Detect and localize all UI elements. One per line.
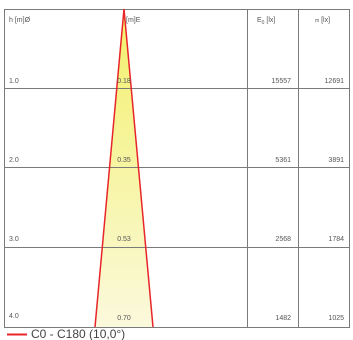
row-1-em: 12691 xyxy=(325,78,345,85)
legend-label: C0 - C180 (10,0°) xyxy=(31,327,125,340)
header-e0-label: E0 [lx] xyxy=(257,17,275,26)
row-4-height: 4.0 xyxy=(9,313,19,320)
row-1-diameter: 0.18 xyxy=(117,78,131,85)
row-3-em: 1784 xyxy=(328,236,344,243)
row-4-e0: 1482 xyxy=(275,315,291,322)
beam-edge-right xyxy=(123,8,154,328)
row-2-e0: 5361 xyxy=(275,157,291,164)
grid-border xyxy=(4,9,350,328)
header-height-label: h [m]Ø xyxy=(9,17,31,24)
row-1-height: 1.0 xyxy=(9,78,19,85)
row-3-e0: 2568 xyxy=(275,236,291,243)
row-3-diameter: 0.53 xyxy=(117,236,131,243)
row-2-diameter: 0.35 xyxy=(117,157,131,164)
row-2-em: 3891 xyxy=(328,157,344,164)
row-4-em: 1025 xyxy=(328,315,344,322)
beam-edge-left xyxy=(94,8,125,328)
grid xyxy=(4,9,350,328)
row-1-e0: 15557 xyxy=(272,78,292,85)
row-4-diameter: 0.70 xyxy=(117,315,131,322)
row-2-height: 2.0 xyxy=(9,157,19,164)
row-3-height: 3.0 xyxy=(9,236,19,243)
header-diameter-label: [m]E xyxy=(126,17,141,24)
beam-cone-edges xyxy=(94,8,154,328)
header-em-label: m [lx] xyxy=(315,17,330,24)
